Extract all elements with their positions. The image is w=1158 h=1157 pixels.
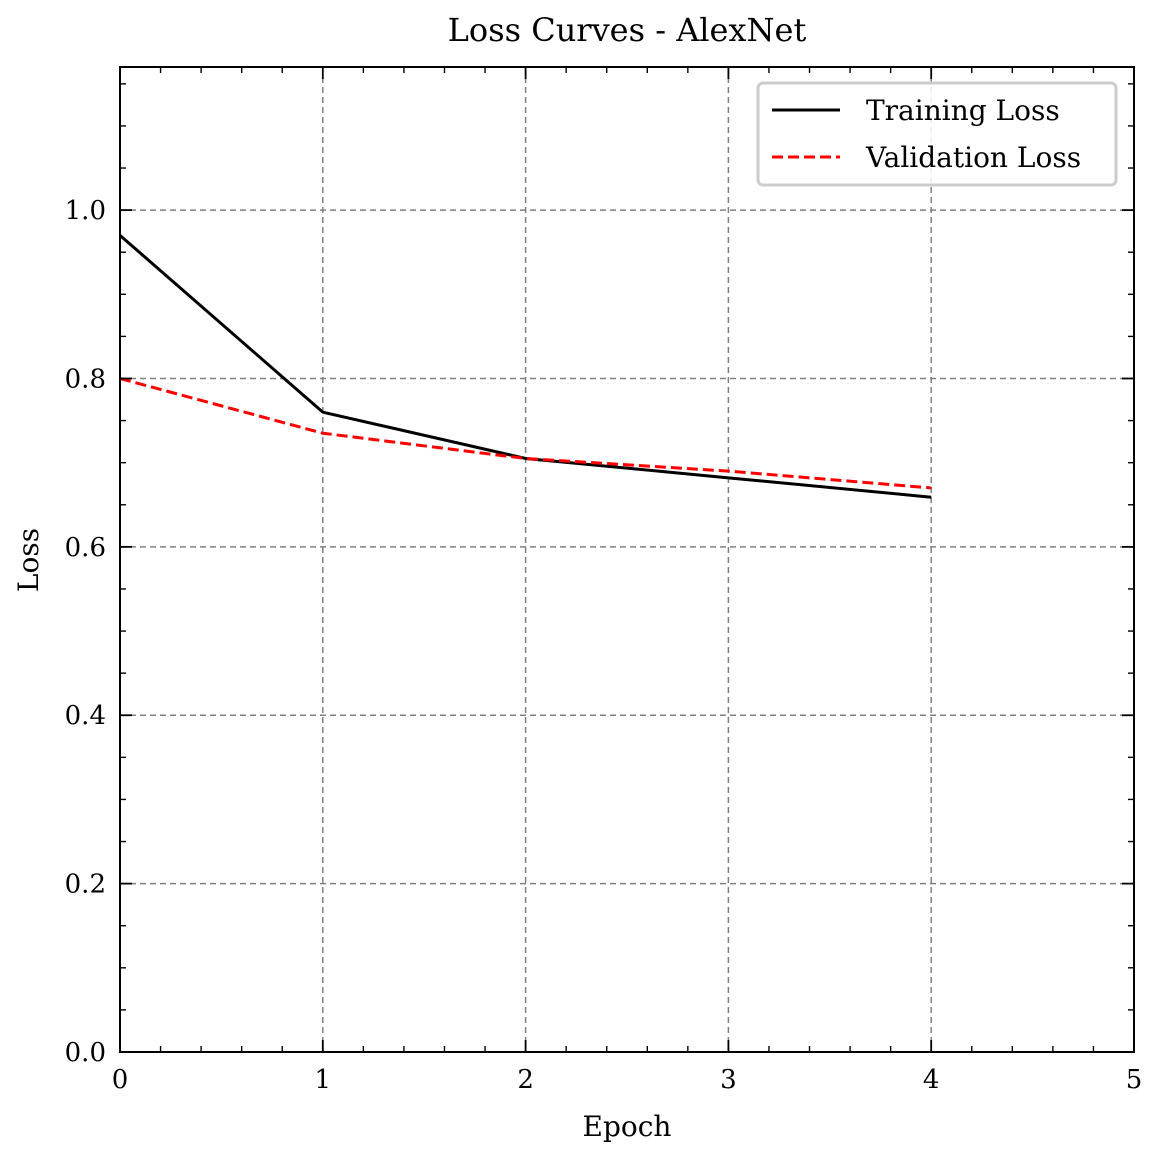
legend-box	[756, 81, 1118, 187]
grid-lines	[120, 67, 1134, 1052]
legend: Training Loss Validation Loss	[756, 81, 1118, 187]
y-tick-label: 0.2	[65, 870, 106, 900]
x-tick-label: 3	[720, 1065, 737, 1095]
x-axis-label: Epoch	[583, 1110, 672, 1143]
legend-label: Training Loss	[866, 94, 1060, 127]
y-tick-label: 0.6	[65, 533, 106, 563]
legend-label: Validation Loss	[865, 141, 1081, 174]
axis-ticks: 0 1 2 3 4 5 0.0 0.2 0.4 0.6 0.8 1.0	[65, 67, 1143, 1095]
y-tick-label: 1.0	[65, 196, 106, 226]
x-tick-label: 0	[112, 1065, 129, 1095]
x-tick-label: 5	[1126, 1065, 1143, 1095]
y-tick-label: 0.8	[65, 364, 106, 394]
x-tick-label: 2	[517, 1065, 534, 1095]
x-tick-label: 1	[315, 1065, 332, 1095]
series-line-training-loss	[119, 234, 932, 499]
plot-frame	[119, 66, 1135, 1053]
y-tick-label: 0.4	[65, 701, 106, 731]
y-tick-label: 0.0	[65, 1038, 106, 1068]
x-tick-label: 4	[923, 1065, 940, 1095]
series-lines	[119, 234, 932, 499]
chart-title: Loss Curves - AlexNet	[448, 11, 807, 49]
y-axis-label: Loss	[12, 528, 45, 592]
